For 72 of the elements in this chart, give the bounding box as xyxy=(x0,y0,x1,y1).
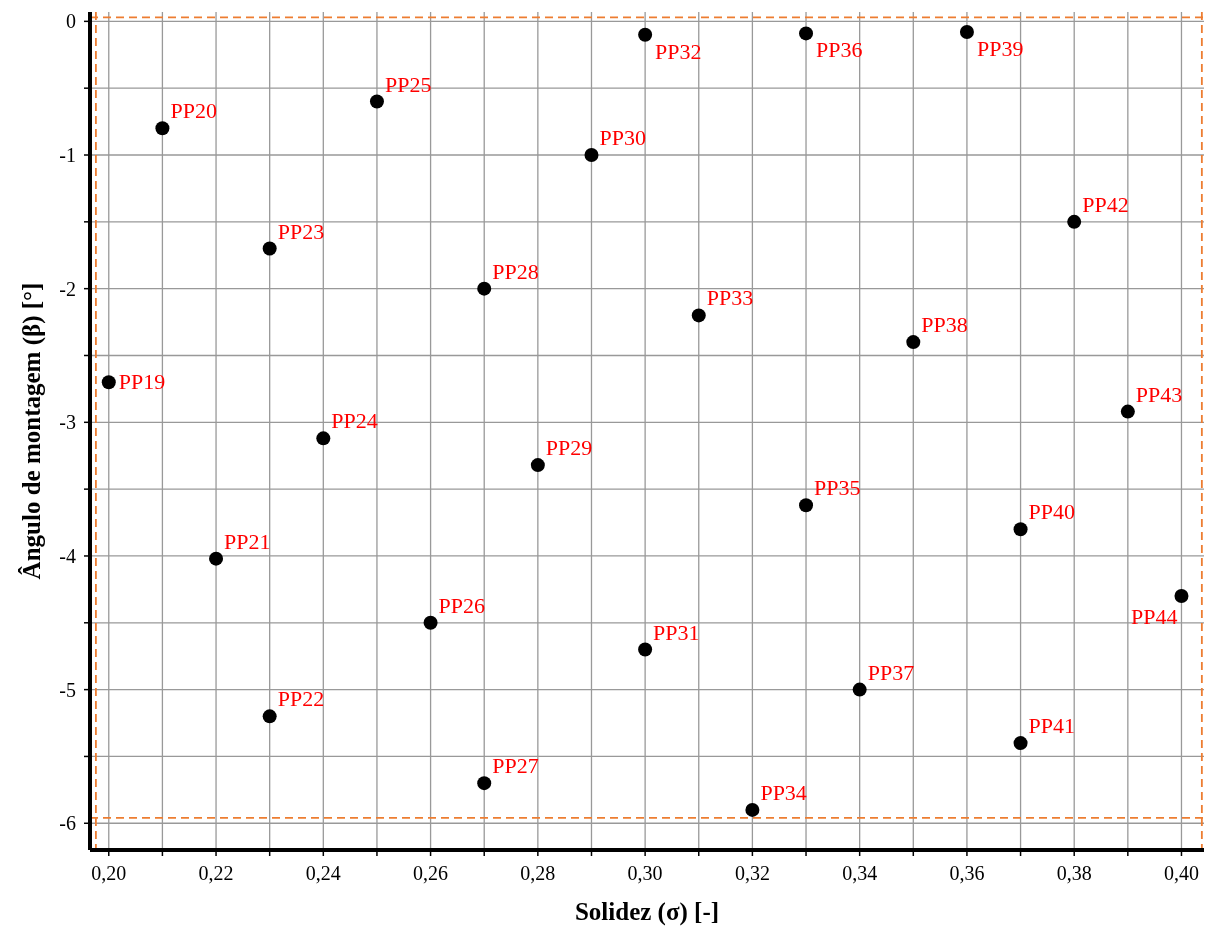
point xyxy=(423,615,438,630)
annotation: PP32 xyxy=(655,38,702,64)
point xyxy=(477,281,492,296)
annotation: PP38 xyxy=(921,312,968,338)
annotation: PP20 xyxy=(170,98,217,124)
y-tick-label: -3 xyxy=(59,411,76,434)
x-tick-label: 0,20 xyxy=(91,862,127,884)
x-tick-label: 0,32 xyxy=(734,862,770,884)
annotation: PP36 xyxy=(816,37,863,63)
annotation: PP25 xyxy=(384,71,432,97)
annotation: PP30 xyxy=(599,125,646,151)
annotation: PP44 xyxy=(1130,604,1178,630)
point xyxy=(316,431,331,446)
annotation: PP21 xyxy=(224,528,271,554)
point xyxy=(799,26,814,41)
annotation: PP19 xyxy=(118,369,166,395)
annotation: PP24 xyxy=(331,408,378,434)
point xyxy=(155,121,170,136)
annotation: PP29 xyxy=(545,435,593,461)
point xyxy=(1174,589,1189,604)
annotation: PP28 xyxy=(492,258,539,284)
x-tick-label: 0,38 xyxy=(1056,862,1092,884)
x-tick-label: 0,40 xyxy=(1163,862,1199,884)
annotation: PP40 xyxy=(1028,499,1076,525)
x-tick-label: 0,34 xyxy=(842,862,878,884)
x-tick-label: 0,28 xyxy=(520,862,556,884)
annotation: PP41 xyxy=(1028,713,1076,739)
point xyxy=(852,682,867,697)
point xyxy=(1120,404,1135,419)
annotation: PP27 xyxy=(492,753,539,779)
annotation: PP31 xyxy=(653,619,700,645)
y-tick-label: -2 xyxy=(59,277,76,300)
x-tick-label: 0,22 xyxy=(198,862,234,884)
y-tick-label: -6 xyxy=(59,812,76,835)
point xyxy=(745,802,760,817)
annotation: PP26 xyxy=(438,592,486,618)
point xyxy=(477,776,492,791)
point xyxy=(638,27,653,42)
y-tick-label: -5 xyxy=(59,678,76,701)
x-axis-title: Solidez (σ) [-] xyxy=(574,898,720,926)
annotation: PP39 xyxy=(976,36,1024,62)
point xyxy=(1067,214,1082,229)
point xyxy=(1013,736,1028,751)
x-tick-label: 0,26 xyxy=(413,862,449,884)
annotation: PP35 xyxy=(814,475,861,501)
point xyxy=(959,25,974,40)
annotation: PP33 xyxy=(706,285,754,311)
point xyxy=(369,94,384,109)
point xyxy=(262,709,277,724)
y-axis-title: Ângulo de montagem (β) [°] xyxy=(17,282,46,580)
point xyxy=(799,498,814,513)
annotation: PP43 xyxy=(1135,381,1183,407)
point xyxy=(691,308,706,323)
annotation: PP23 xyxy=(277,218,325,244)
annotation: PP37 xyxy=(867,659,915,685)
annotation: PP22 xyxy=(277,686,325,712)
y-tick-label: -4 xyxy=(59,544,76,567)
annotation: PP42 xyxy=(1082,191,1129,217)
x-tick-label: 0,36 xyxy=(949,862,985,884)
y-tick-label: -1 xyxy=(59,144,76,167)
point xyxy=(584,148,599,162)
point xyxy=(638,642,653,657)
point xyxy=(906,335,921,350)
x-tick-label: 0,24 xyxy=(305,862,341,884)
point xyxy=(530,458,545,473)
x-tick-label: 0,30 xyxy=(627,862,663,884)
point xyxy=(101,375,116,390)
annotation: PP34 xyxy=(760,779,807,805)
point xyxy=(262,241,277,256)
point xyxy=(209,551,224,566)
y-tick-label: 0 xyxy=(66,10,76,33)
point xyxy=(1013,522,1028,537)
